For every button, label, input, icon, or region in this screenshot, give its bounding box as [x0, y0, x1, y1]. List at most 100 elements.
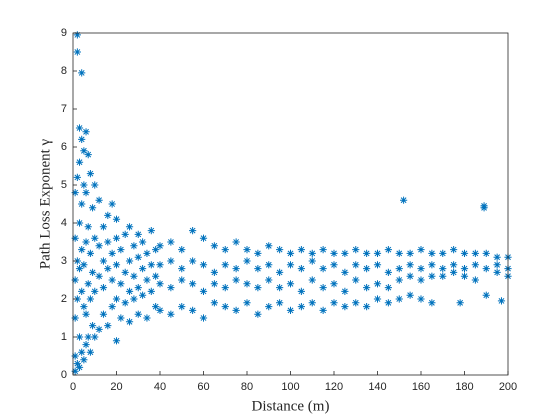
- point: [167, 310, 175, 318]
- point: [71, 276, 79, 284]
- point: [254, 265, 262, 273]
- point: [99, 310, 108, 318]
- point: [189, 306, 197, 314]
- x-tick-label: 20: [110, 381, 122, 393]
- point: [341, 249, 349, 257]
- point: [395, 265, 403, 273]
- point: [308, 257, 316, 265]
- point: [117, 280, 125, 288]
- point: [143, 276, 151, 284]
- point: [84, 151, 92, 159]
- point: [460, 249, 469, 257]
- point: [99, 257, 108, 265]
- x-tick-label: 80: [241, 381, 253, 393]
- point: [88, 204, 97, 212]
- point: [143, 249, 151, 257]
- point: [125, 223, 134, 231]
- point: [210, 242, 218, 250]
- point: [108, 276, 116, 284]
- point: [82, 310, 90, 318]
- point: [82, 341, 90, 349]
- point: [112, 337, 121, 345]
- point: [121, 268, 129, 276]
- point: [363, 303, 371, 311]
- point: [308, 276, 316, 284]
- y-tick-label: 3: [61, 255, 67, 267]
- point: [232, 265, 240, 273]
- point: [254, 284, 262, 292]
- point: [384, 299, 392, 307]
- point: [276, 299, 284, 307]
- point: [471, 249, 479, 257]
- point: [71, 314, 79, 322]
- point: [417, 246, 425, 254]
- point: [73, 31, 81, 39]
- point: [286, 249, 295, 257]
- point: [167, 284, 175, 292]
- point: [104, 238, 112, 246]
- point: [95, 242, 103, 250]
- point: [308, 249, 316, 257]
- point: [104, 322, 112, 330]
- y-axis-label: Path Loss Exponent γ: [37, 138, 53, 269]
- point: [406, 261, 414, 269]
- point: [91, 234, 99, 242]
- point: [134, 284, 142, 292]
- point: [221, 303, 229, 311]
- point: [480, 204, 488, 212]
- point: [178, 246, 186, 254]
- point: [265, 261, 273, 269]
- point: [456, 299, 464, 307]
- point: [86, 249, 94, 257]
- point: [134, 230, 142, 238]
- point: [112, 261, 121, 269]
- y-tick-label: 2: [61, 293, 67, 305]
- point: [243, 257, 251, 265]
- point: [308, 299, 316, 307]
- point: [78, 348, 86, 356]
- point: [417, 295, 425, 303]
- point: [130, 295, 138, 303]
- point: [319, 246, 327, 254]
- point: [139, 265, 147, 273]
- point: [297, 246, 305, 254]
- point: [395, 276, 403, 284]
- point: [400, 196, 408, 204]
- point: [189, 227, 197, 235]
- point: [117, 246, 125, 254]
- x-tick-label: 100: [281, 381, 299, 393]
- point: [112, 295, 121, 303]
- point: [147, 227, 155, 235]
- x-axis-label: Distance (m): [252, 398, 330, 414]
- point: [95, 196, 103, 204]
- point: [73, 257, 81, 265]
- point: [254, 249, 262, 257]
- point: [156, 242, 164, 250]
- point: [395, 295, 403, 303]
- point: [232, 306, 240, 314]
- point: [439, 249, 447, 257]
- point: [471, 276, 479, 284]
- point: [352, 299, 360, 307]
- point: [167, 257, 175, 265]
- point: [117, 314, 125, 322]
- point: [210, 299, 218, 307]
- point: [199, 234, 208, 242]
- point: [373, 249, 382, 257]
- x-tick-label: 140: [368, 381, 386, 393]
- point: [297, 287, 305, 295]
- point: [152, 272, 160, 280]
- point: [104, 211, 112, 219]
- point: [84, 333, 92, 341]
- point: [156, 280, 164, 288]
- point: [99, 223, 108, 231]
- point: [71, 367, 79, 375]
- y-tick-label: 9: [61, 27, 67, 39]
- point: [221, 284, 229, 292]
- point: [178, 265, 186, 273]
- point: [80, 356, 88, 364]
- point: [139, 238, 147, 246]
- point: [91, 287, 99, 295]
- y-tick-label: 0: [61, 369, 67, 381]
- point: [121, 299, 129, 307]
